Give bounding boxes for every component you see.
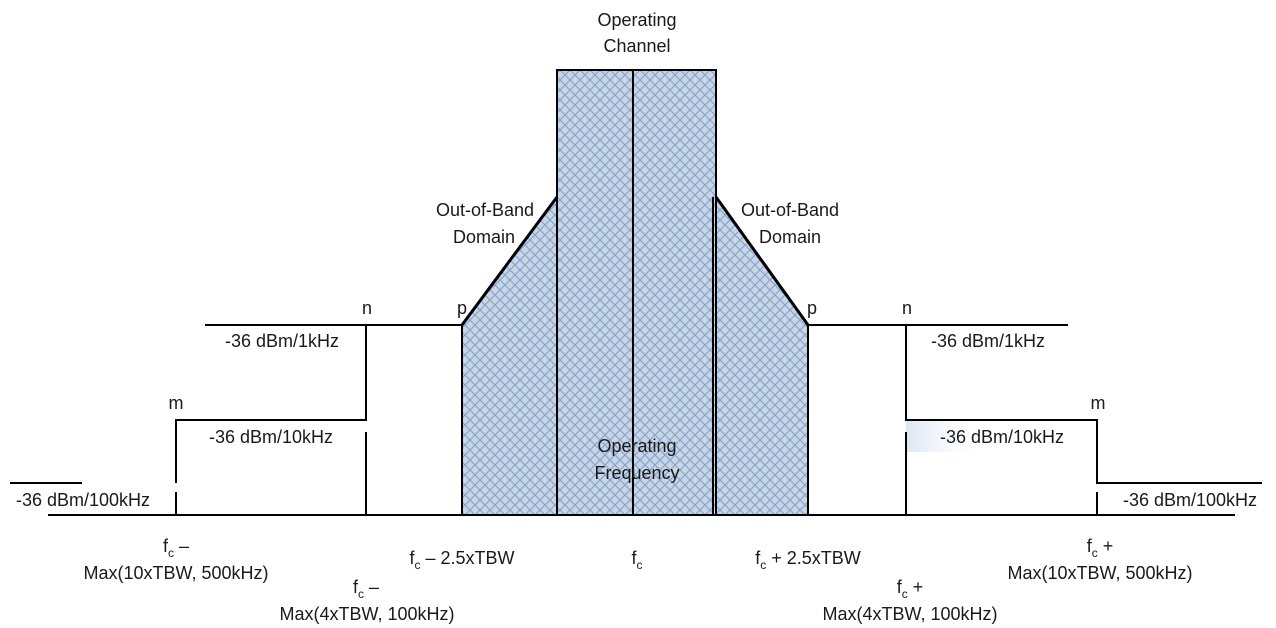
freq-left-4tbw-head: fc – — [353, 577, 379, 601]
freq-left-10tbw-max: Max(10xTBW, 500kHz) — [83, 563, 268, 583]
freq-right-4tbw-max: Max(4xTBW, 100kHz) — [822, 604, 997, 624]
title-line1: Operating — [597, 10, 676, 30]
mask-outline — [10, 69, 1262, 516]
point-n-left: n — [362, 298, 372, 318]
level-100khz-right: -36 dBm/100kHz — [1123, 490, 1257, 510]
freq-center: fc — [631, 548, 642, 572]
shade-gradient — [906, 420, 986, 452]
operating-region — [462, 70, 808, 515]
freq-left-4tbw-max: Max(4xTBW, 100kHz) — [279, 604, 454, 624]
level-1khz-right: -36 dBm/1kHz — [931, 331, 1045, 351]
point-m-left: m — [169, 393, 184, 413]
frequency-axis — [48, 432, 1235, 516]
freq-right-10tbw-head: fc + — [1087, 536, 1114, 560]
center-line1: Operating — [597, 436, 676, 456]
freq-left-25tbw: fc – 2.5xTBW — [409, 548, 514, 572]
point-p-left: p — [457, 298, 467, 318]
point-p-right: p — [807, 298, 817, 318]
oob-right-line2: Domain — [759, 227, 821, 247]
freq-right-4tbw-head: fc + — [897, 577, 924, 601]
level-100khz-left: -36 dBm/100kHz — [16, 490, 150, 510]
point-n-right: n — [902, 298, 912, 318]
oob-right-line1: Out-of-Band — [741, 200, 839, 220]
oob-left-line2: Domain — [453, 227, 515, 247]
level-1khz-left: -36 dBm/1kHz — [225, 331, 339, 351]
freq-left-10tbw-head: fc – — [163, 536, 189, 560]
title-line2: Channel — [603, 36, 670, 56]
point-m-right: m — [1091, 393, 1106, 413]
oob-left-line1: Out-of-Band — [436, 200, 534, 220]
center-line2: Frequency — [594, 463, 679, 483]
level-10khz-left: -36 dBm/10kHz — [209, 427, 333, 447]
level-10khz-right: -36 dBm/10kHz — [940, 427, 1064, 447]
freq-right-25tbw: fc + 2.5xTBW — [755, 548, 861, 572]
freq-right-10tbw-max: Max(10xTBW, 500kHz) — [1007, 563, 1192, 583]
